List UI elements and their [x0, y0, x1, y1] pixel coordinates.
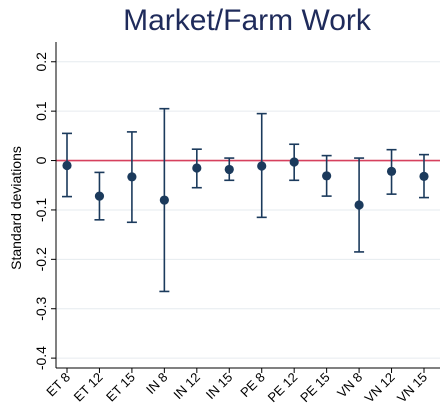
y-axis-label: Standard deviations [8, 146, 24, 270]
chart-title: Market/Farm Work [123, 4, 372, 37]
x-tick-label: PE 12 [265, 370, 301, 406]
x-tick-label: VN 15 [394, 370, 430, 406]
error-bar-group [321, 154, 332, 197]
x-tick-label: ET 12 [71, 370, 106, 405]
data-point [322, 171, 332, 181]
data-point [224, 164, 234, 175]
y-tick-label: 0.2 [33, 52, 49, 72]
grid-layer [56, 61, 440, 359]
error-bar-group [94, 171, 105, 221]
error-bar-group [289, 143, 300, 182]
y-tick-label: -0.3 [33, 296, 49, 320]
x-tick-label: PE 8 [237, 370, 268, 401]
data-point [192, 163, 202, 173]
error-bar-group [386, 148, 397, 195]
error-bar-group [159, 107, 170, 293]
error-bar-group [62, 132, 72, 198]
x-tick-label: ET 8 [43, 370, 73, 400]
y-tick-label: -0.2 [33, 247, 49, 271]
x-tick-label: IN 15 [203, 370, 236, 403]
marks-layer [62, 107, 429, 293]
data-point [289, 157, 299, 167]
error-bar-group [256, 112, 267, 219]
x-tick-label: VN 12 [362, 370, 398, 406]
data-point [62, 160, 72, 171]
x-tick-label: PE 15 [297, 370, 333, 406]
data-point [419, 171, 429, 181]
x-tick-label: IN 12 [170, 370, 203, 403]
data-point [94, 191, 105, 201]
data-point [257, 161, 267, 171]
data-point [386, 166, 397, 177]
y-tick-label: 0.1 [33, 101, 49, 121]
x-tick-label: VN 8 [334, 370, 365, 401]
x-tick-label: IN 8 [143, 370, 170, 397]
error-bar-group [126, 131, 137, 224]
error-bar-group [191, 148, 202, 189]
error-bar-group [354, 157, 365, 253]
data-point [159, 195, 169, 205]
error-bar-group [224, 157, 235, 182]
data-point [127, 172, 137, 182]
y-tick-label: 0 [33, 156, 49, 164]
data-point [354, 200, 364, 210]
y-tick-label: -0.4 [33, 346, 49, 370]
error-bar-group [419, 153, 429, 199]
y-tick-label: -0.1 [33, 198, 49, 222]
x-tick-label: ET 15 [103, 370, 138, 405]
